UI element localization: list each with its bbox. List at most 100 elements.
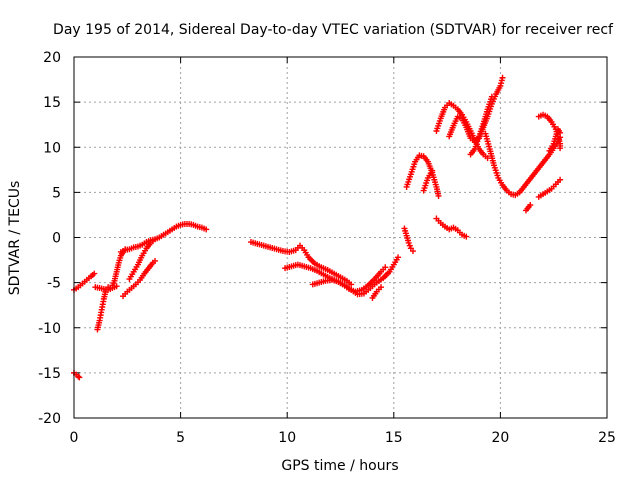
y-tick-label: -10: [38, 321, 61, 337]
data-point-interp: [196, 224, 203, 231]
data-point-interp: [439, 221, 446, 228]
data-point-interp: [448, 101, 455, 108]
data-point-interp: [496, 84, 503, 91]
x-tick-label: 10: [278, 430, 296, 446]
data-point-interp: [546, 187, 553, 194]
data-point-interp: [94, 284, 101, 291]
y-tick-label: -20: [38, 411, 61, 427]
data-point-interp: [107, 285, 114, 292]
data-point-interp: [435, 217, 442, 224]
series-arc-01: [71, 369, 83, 381]
data-point-interp: [532, 169, 539, 176]
data-point-interp: [365, 286, 372, 293]
data-point-interp: [188, 221, 195, 228]
data-point-interp: [162, 230, 169, 237]
data-point-interp: [375, 286, 382, 293]
data-point-interp: [126, 286, 133, 293]
data-point-interp: [175, 222, 182, 229]
data-point-interp: [299, 244, 306, 251]
series-arc-17: [467, 93, 495, 158]
data-point-interp: [406, 242, 413, 249]
data-point-interp: [311, 266, 318, 273]
data-point-interp: [456, 229, 463, 236]
data-point-interp: [133, 263, 140, 270]
data-point-interp: [113, 271, 120, 278]
data-point-interp: [380, 266, 387, 273]
y-tick-label: 5: [52, 185, 61, 201]
data-point-interp: [314, 280, 321, 287]
series-arc-12: [401, 225, 416, 255]
data-point-interp: [475, 135, 482, 142]
data-point-interp: [411, 161, 418, 168]
data-point-interp: [550, 183, 557, 190]
data-point-interp: [502, 185, 509, 192]
data-point-interp: [128, 245, 135, 252]
data-point-interp: [514, 190, 521, 197]
data-point-interp: [328, 269, 335, 276]
plot-frame: [73, 56, 608, 419]
data-point-interp: [423, 156, 430, 163]
x-tick-label: 25: [598, 430, 616, 446]
series-arc-18: [433, 215, 470, 240]
y-tick-label: -5: [47, 276, 61, 292]
data-point-interp: [352, 289, 359, 296]
y-axis-label: SDTVAR / TECUs: [7, 181, 23, 296]
y-tick-label: 10: [43, 140, 61, 156]
data-point-interp: [479, 123, 486, 130]
data-point-interp: [271, 245, 278, 252]
series-arc-08: [247, 239, 355, 288]
chart-title: Day 195 of 2014, Sidereal Day-to-day VTE…: [53, 22, 614, 38]
data-point-interp: [540, 158, 547, 165]
data-point-interp: [148, 261, 155, 268]
data-point-interp: [310, 259, 317, 266]
data-point-interp: [441, 106, 448, 113]
data-point-interp: [435, 190, 442, 197]
data-point-interp: [414, 154, 421, 161]
data-point-interp: [299, 262, 306, 269]
data-point-interp: [449, 124, 456, 131]
series-arc-11: [369, 284, 385, 301]
data-point-interp: [370, 277, 377, 284]
data-point-interp: [552, 135, 559, 142]
series-arc-09: [282, 261, 389, 295]
data-point-interp: [452, 104, 459, 111]
data-point-interp: [436, 117, 443, 124]
data-point-interp: [424, 177, 431, 184]
series-arc-13: [403, 152, 442, 199]
data-point-interp: [519, 185, 526, 192]
data-point-interp: [166, 227, 173, 234]
data-point-interp: [470, 147, 477, 154]
data-point-interp: [488, 96, 495, 103]
tick-labels: 0 5 10 15 20 25 -20 -15 -10 -5 0 5 10 15 20: [38, 50, 616, 446]
data-point-interp: [117, 254, 124, 261]
data-points: [71, 74, 564, 381]
data-point-interp: [98, 285, 105, 292]
data-point-interp: [542, 112, 549, 119]
data-point-interp: [130, 283, 137, 290]
data-point-interp: [111, 284, 118, 291]
series-arc-04: [92, 283, 120, 293]
series-arc-06: [126, 238, 156, 283]
data-point-interp: [418, 152, 425, 159]
data-point-interp: [554, 178, 561, 185]
data-point-interp: [545, 153, 552, 160]
data-point-interp: [138, 254, 145, 261]
series-arc-23: [546, 126, 564, 154]
data-point-interp: [265, 243, 272, 250]
series-arc-02: [71, 270, 98, 293]
data-point-interp: [371, 281, 378, 288]
data-point-interp: [316, 263, 323, 270]
data-point-interp: [144, 266, 151, 273]
y-tick-label: 0: [52, 231, 61, 247]
data-point-interp: [286, 263, 293, 270]
data-point-interp: [304, 251, 311, 258]
data-point-interp: [100, 298, 107, 305]
data-point-interp: [557, 142, 564, 149]
data-point-interp: [549, 143, 556, 150]
data-point-interp: [405, 237, 412, 244]
data-point-interp: [134, 279, 141, 286]
series-arc-05: [120, 257, 159, 300]
data-point-interp: [85, 275, 92, 282]
y-tick-label: 15: [43, 95, 61, 111]
data-point-interp: [201, 225, 208, 232]
